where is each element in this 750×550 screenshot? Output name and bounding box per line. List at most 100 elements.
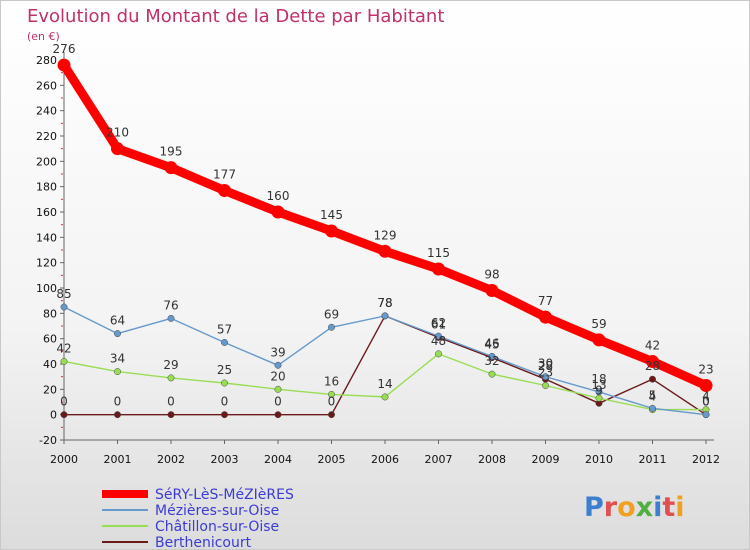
y-tick-label: 40 <box>43 358 57 371</box>
data-label: 29 <box>163 358 178 372</box>
data-point <box>114 368 121 376</box>
y-tick-label: -20 <box>39 434 57 447</box>
data-point <box>60 358 68 365</box>
data-label: 0 <box>221 395 229 409</box>
chart-title: Evolution du Montant de la Dette par Hab… <box>27 6 444 27</box>
data-label: 0 <box>60 395 68 409</box>
x-tick-label: 2000 <box>50 453 78 466</box>
data-point <box>164 161 178 175</box>
data-label: 85 <box>56 287 71 301</box>
data-label: 32 <box>484 354 499 368</box>
data-point <box>167 374 175 382</box>
data-label: 9 <box>595 383 603 397</box>
data-point <box>646 354 659 368</box>
data-label: 13 <box>591 378 606 392</box>
data-label: 0 <box>328 395 336 409</box>
data-point <box>328 390 335 398</box>
data-point <box>328 323 335 331</box>
data-point <box>378 244 392 258</box>
data-label: 16 <box>324 374 339 388</box>
series-line-0 <box>59 60 711 390</box>
data-label: 76 <box>163 298 178 312</box>
data-label: 18 <box>591 372 606 386</box>
y-tick-label: 280 <box>36 54 57 67</box>
y-tick-label: 260 <box>36 79 57 92</box>
data-label: 0 <box>114 395 122 409</box>
data-label: 276 <box>53 42 76 56</box>
data-point <box>649 375 656 383</box>
data-label: 57 <box>217 322 232 336</box>
data-label: 115 <box>427 246 450 260</box>
data-point <box>542 373 549 381</box>
data-point <box>542 382 549 389</box>
data-label: 30 <box>538 357 553 371</box>
data-point <box>274 411 282 419</box>
x-tick-label: 2010 <box>585 453 613 466</box>
data-label: 4 <box>702 390 710 404</box>
data-point <box>381 312 389 320</box>
x-tick-label: 2003 <box>211 453 239 466</box>
data-label: 210 <box>106 126 129 140</box>
data-label: 64 <box>110 314 125 328</box>
data-point <box>649 404 656 412</box>
x-tick-label: 2006 <box>371 453 399 466</box>
data-label: 69 <box>324 307 339 321</box>
data-point <box>221 339 228 346</box>
data-label: 160 <box>267 189 290 203</box>
data-label: 177 <box>213 167 236 181</box>
data-point <box>488 352 496 360</box>
unit-label: (en €) <box>27 30 60 43</box>
data-point <box>328 411 335 419</box>
y-tick-label: 120 <box>36 257 57 270</box>
data-point <box>539 310 552 324</box>
legend-label: Châtillon-sur-Oise <box>155 519 279 535</box>
x-tick-label: 2005 <box>318 453 346 466</box>
data-point <box>57 58 71 72</box>
data-label: 145 <box>320 208 343 222</box>
data-point <box>381 393 389 401</box>
data-point <box>435 332 442 340</box>
data-point <box>435 350 442 358</box>
data-label: 45 <box>484 338 499 352</box>
data-label: 78 <box>377 296 392 310</box>
data-point <box>274 385 282 393</box>
y-tick-label: 60 <box>43 333 57 346</box>
y-tick-label: 240 <box>36 105 57 118</box>
data-label: 78 <box>377 296 392 310</box>
legend-label: Mézières-sur-Oise <box>155 503 279 519</box>
data-label: 20 <box>270 369 285 383</box>
x-tick-label: 2002 <box>157 453 185 466</box>
data-point <box>167 314 175 322</box>
data-point <box>432 262 445 276</box>
data-label: 59 <box>591 317 606 331</box>
y-tick-label: 80 <box>43 307 57 320</box>
legend-label: SéRY-LèS-MéZIèRES <box>155 487 294 503</box>
data-point <box>485 284 499 298</box>
data-label: 0 <box>167 395 175 409</box>
data-point <box>592 333 606 347</box>
x-tick-label: 2011 <box>639 453 667 466</box>
x-tick-label: 2009 <box>532 453 560 466</box>
data-point <box>702 411 710 419</box>
data-label: 5 <box>649 388 657 402</box>
y-tick-label: 20 <box>43 383 57 396</box>
data-point <box>60 411 68 419</box>
y-tick-label: 200 <box>36 155 57 168</box>
data-label: 28 <box>538 359 553 373</box>
data-label: 4 <box>649 390 657 404</box>
legend-label: Berthenicourt <box>155 535 252 550</box>
proxiti-logo: Proxiti <box>584 492 685 523</box>
x-tick-label: 2007 <box>425 453 453 466</box>
data-point <box>274 361 282 369</box>
data-point <box>271 205 285 219</box>
data-label: 39 <box>270 345 285 359</box>
data-label: 42 <box>56 341 71 355</box>
y-tick-label: 160 <box>36 206 57 219</box>
y-tick-label: 140 <box>36 231 57 244</box>
x-tick-label: 2012 <box>692 453 720 466</box>
data-label: 28 <box>645 359 660 373</box>
data-point <box>699 379 713 393</box>
data-point <box>114 330 121 338</box>
data-point <box>111 142 124 156</box>
